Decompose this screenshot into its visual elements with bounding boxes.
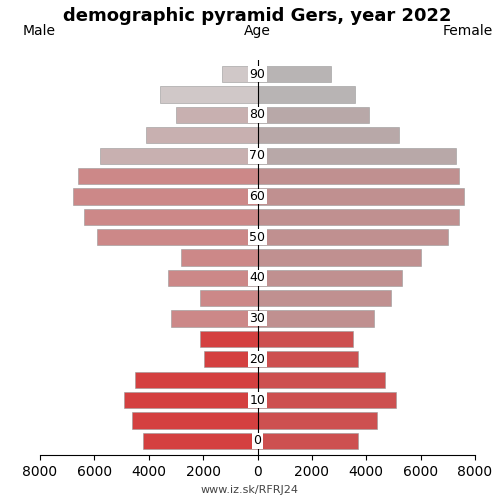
Text: 0: 0 bbox=[254, 434, 262, 447]
Bar bbox=[258, 127, 399, 144]
Bar bbox=[97, 229, 258, 246]
Bar bbox=[132, 412, 258, 428]
Text: Age: Age bbox=[244, 24, 271, 38]
Text: 60: 60 bbox=[250, 190, 266, 203]
Bar bbox=[258, 412, 377, 428]
Text: Female: Female bbox=[442, 24, 492, 38]
Bar bbox=[146, 127, 258, 144]
Bar bbox=[135, 372, 258, 388]
Bar bbox=[258, 229, 448, 246]
Bar bbox=[258, 107, 369, 123]
Bar bbox=[258, 66, 331, 82]
Bar bbox=[100, 148, 258, 164]
Bar bbox=[258, 432, 358, 449]
Bar bbox=[258, 310, 374, 326]
Bar bbox=[258, 86, 356, 103]
Text: 10: 10 bbox=[250, 394, 266, 406]
Text: 30: 30 bbox=[250, 312, 266, 325]
Text: 40: 40 bbox=[250, 272, 266, 284]
Bar bbox=[258, 331, 352, 347]
Text: 90: 90 bbox=[250, 68, 266, 81]
Bar bbox=[124, 392, 258, 408]
Bar bbox=[78, 168, 258, 184]
Bar bbox=[160, 86, 258, 103]
Bar bbox=[170, 310, 258, 326]
Title: demographic pyramid Gers, year 2022: demographic pyramid Gers, year 2022 bbox=[63, 7, 452, 25]
Text: 20: 20 bbox=[250, 353, 266, 366]
Bar bbox=[204, 351, 258, 368]
Text: 70: 70 bbox=[250, 149, 266, 162]
Bar bbox=[258, 372, 386, 388]
Bar bbox=[258, 148, 456, 164]
Bar bbox=[200, 290, 258, 306]
Bar bbox=[258, 168, 458, 184]
Bar bbox=[84, 208, 258, 225]
Bar bbox=[258, 392, 396, 408]
Bar bbox=[176, 107, 258, 123]
Bar bbox=[258, 208, 458, 225]
Bar bbox=[258, 188, 464, 204]
Bar bbox=[258, 290, 390, 306]
Bar bbox=[200, 331, 258, 347]
Bar bbox=[222, 66, 258, 82]
Bar bbox=[258, 250, 420, 266]
Text: 80: 80 bbox=[250, 108, 266, 122]
Bar bbox=[72, 188, 258, 204]
Bar bbox=[258, 270, 402, 286]
Bar bbox=[182, 250, 258, 266]
Text: Male: Male bbox=[22, 24, 56, 38]
Text: www.iz.sk/RFRJ24: www.iz.sk/RFRJ24 bbox=[201, 485, 299, 495]
Text: 50: 50 bbox=[250, 230, 266, 243]
Bar bbox=[144, 432, 258, 449]
Bar bbox=[258, 351, 358, 368]
Bar bbox=[168, 270, 258, 286]
